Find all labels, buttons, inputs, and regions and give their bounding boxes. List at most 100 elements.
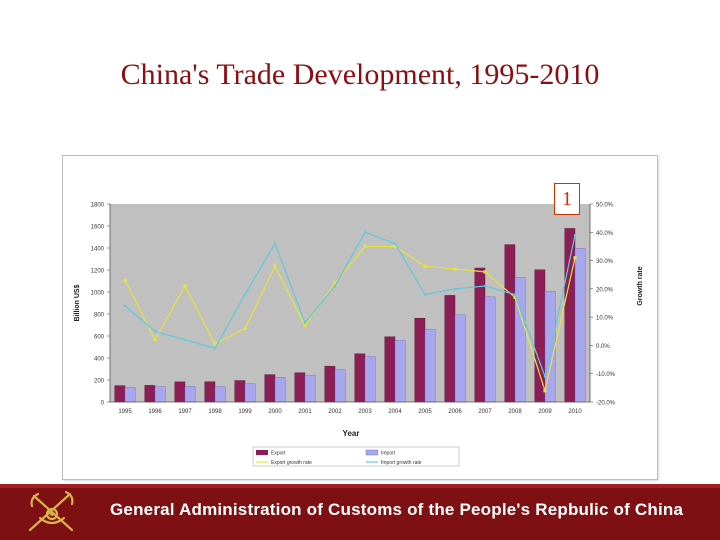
x-axis-label: Year [343,429,360,438]
y2-tick-label: -20.0% [596,401,616,407]
y-tick-label: 1400 [91,247,105,253]
slide-title: China's Trade Development, 1995-2010 [120,58,600,91]
y2-tick-label: 20.0% [596,287,614,293]
import-growth-point [213,347,217,350]
export-bar [234,380,246,403]
y2-tick-label: 40.0% [596,231,614,237]
export-growth-point [243,326,247,331]
import-bar [184,386,196,403]
import-growth-point [363,231,367,234]
x-tick-label: 2005 [418,409,432,415]
x-tick-label: 2006 [448,409,462,415]
import-bar [154,386,166,403]
y-tick-label: 1800 [91,203,105,209]
y2-tick-label: 50.0% [596,203,614,209]
export-growth-line [124,245,576,393]
export-bar [474,267,486,403]
import-growth-point [333,284,337,288]
export-growth-point [423,264,427,268]
import-growth-point [303,321,307,324]
export-bar [264,374,276,403]
legend-label: Import growth rate [381,460,422,466]
export-bar [294,372,306,403]
y-tick-label: 600 [94,335,105,341]
y-tick-label: 200 [94,379,105,385]
export-growth-point [453,267,457,271]
import-bar [454,314,466,403]
import-growth-point [183,338,187,341]
y-tick-label: 1600 [91,225,105,231]
footer-stripe [0,484,720,488]
import-bar [274,377,286,403]
import-growth-point [123,304,127,308]
export-growth-point [513,295,517,299]
import-bar [574,248,586,403]
x-tick-label: 1997 [178,409,192,415]
import-growth-point [483,284,487,288]
export-growth-point [273,264,277,268]
export-bar [324,365,336,403]
customs-emblem-icon [28,490,74,532]
import-growth-point [393,242,397,245]
export-growth-point [153,338,157,342]
x-tick-label: 2000 [268,409,282,415]
import-bar [484,296,496,403]
x-tick-label: 2004 [388,409,402,415]
x-tick-label: 2008 [508,409,522,415]
footer-bar [0,484,720,540]
y-tick-label: 1200 [91,269,105,275]
x-tick-label: 2002 [328,409,342,415]
legend-box [252,446,460,467]
y2-tick-label: 10.0% [596,316,614,322]
export-bar [414,317,426,403]
footer-organization-name: General Administration of Customs of the… [110,500,684,519]
y-tick-label: 0 [101,401,105,407]
import-growth-point [453,287,457,291]
import-bar [334,369,346,403]
slide-number-badge: 1 [554,183,580,215]
import-bar [304,374,316,403]
x-tick-label: 2001 [298,409,312,415]
trade-chart: 0 200 400 600 800 1000 1200 1400 1600 1800 -20.0% -… [74,203,644,467]
export-growth-point [213,342,217,346]
import-bar [244,383,256,403]
x-tick-label: 1995 [118,409,132,415]
export-growth-point [303,324,307,328]
y2-tick-label: -10.0% [596,372,616,378]
export-bar [144,385,156,403]
import-bar [364,356,376,403]
export-growth-point [123,278,127,282]
y-tick-label: 800 [94,313,105,319]
export-bar [564,228,576,403]
export-bar [534,269,546,403]
legend-label: Import [381,451,396,457]
export-growth-point [183,284,187,288]
x-tick-label: 1999 [238,409,252,415]
y2-tick-label: 0.0% [596,344,610,350]
export-bar [504,244,516,403]
y-tick-label: 400 [94,357,105,363]
export-growth-point [543,389,547,393]
legend-import-swatch [365,449,379,456]
import-bar [124,387,136,403]
y2-axis-label: Growth rate [637,266,644,305]
export-growth-point [393,244,397,249]
import-bar [394,340,406,403]
export-growth-point [363,244,367,249]
import-growth-line [124,231,576,379]
import-growth-point [513,293,517,296]
y-axis-label: Billion US$ [74,284,81,321]
import-growth-point [243,293,247,296]
import-bar [424,329,436,403]
import-growth-point [573,233,577,237]
x-tick-label: 1996 [148,409,162,415]
export-bar [444,295,456,403]
export-bar [354,353,366,403]
x-tick-label: 1998 [208,409,222,415]
import-growth-point [273,242,277,245]
y2-tick-label: 30.0% [596,259,614,265]
export-bar [204,381,216,403]
export-bar [174,381,186,403]
x-tick-label: 2010 [568,409,582,415]
legend-label: Export [271,451,286,457]
